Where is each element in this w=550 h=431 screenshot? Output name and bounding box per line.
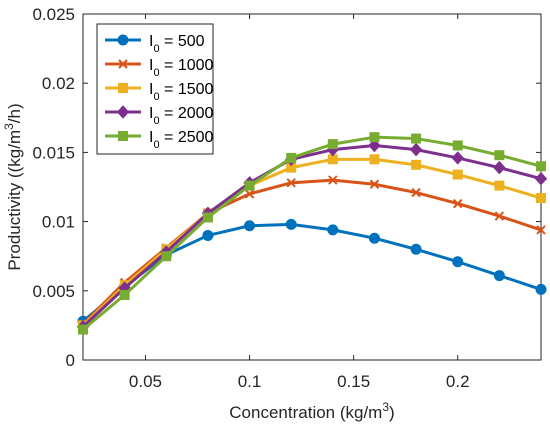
legend-item: I0 = 1500 [105,81,214,103]
y-axis-label: Productivity ((kg/m3/h) [2,103,24,270]
data-point [536,193,546,204]
legend-label: I0 = 2000 [149,105,214,127]
data-point [494,150,505,161]
x-tick-label: 0.15 [337,372,370,391]
data-point [493,160,506,175]
data-point [368,232,380,244]
data-point [202,229,214,241]
series-line [82,222,542,323]
data-point [119,289,130,300]
data-point [536,225,546,235]
y-tick-label: 0.02 [42,74,75,93]
data-point [368,138,381,153]
data-point [452,140,463,151]
y-tick-label: 0.01 [42,213,75,232]
legend-label: I0 = 1000 [149,57,214,79]
data-point [244,220,256,232]
data-point [327,139,338,150]
data-point [409,142,423,157]
data-point [202,212,213,223]
data-point [452,169,463,180]
y-tick-label: 0.015 [32,143,75,162]
data-point [327,224,339,236]
data-point [536,161,546,172]
series-line [81,157,542,327]
x-tick-label: 0.2 [446,372,470,391]
data-point [369,154,380,165]
legend-marker [116,105,130,119]
y-tick-label: 0.005 [32,282,75,301]
legend-marker [118,83,128,93]
series-line [81,143,542,328]
data-point [494,211,505,221]
data-point [411,187,421,198]
data-point [285,218,297,230]
legend-item: I0 = 500 [105,33,205,55]
legend-item: I0 = 1000 [105,57,214,79]
x-axis-label: Concentration (kg/m3) [229,400,394,422]
legend-item: I0 = 2500 [105,129,214,151]
data-point [411,133,422,144]
x-tick-label: 0.05 [129,372,162,391]
series-layer [76,132,548,335]
legend-marker [117,34,129,46]
x-tick-label: 0.1 [238,372,262,391]
data-point [453,198,463,209]
data-point [369,132,380,143]
data-point [161,251,172,262]
legend-item: I0 = 2000 [105,105,214,127]
series-line [82,135,542,331]
data-point [286,152,297,163]
y-tick-label: 0.025 [32,5,75,24]
legend-marker [118,59,128,69]
y-tick-label: 0 [66,351,75,370]
series-5 [78,132,546,335]
data-point [534,171,548,186]
data-point [328,175,338,185]
legend-label: I0 = 2500 [149,129,214,151]
data-point [451,151,464,165]
data-point [244,180,255,191]
data-point [78,324,88,335]
data-point [493,270,505,282]
data-point [369,179,380,189]
data-point [286,178,296,188]
data-point [244,189,255,199]
legend-marker [118,131,128,141]
data-point [410,243,422,255]
legend-label: I0 = 500 [149,33,205,55]
data-point [411,159,422,170]
data-point [452,256,464,268]
data-point [494,180,505,191]
data-point [535,283,547,295]
legend-label: I0 = 1500 [149,81,214,103]
